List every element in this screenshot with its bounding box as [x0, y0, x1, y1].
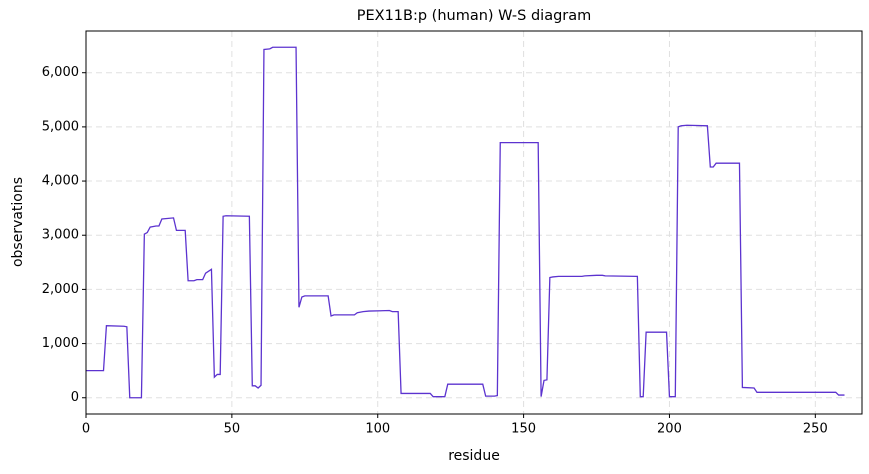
x-tick-label: 50: [224, 422, 241, 437]
y-tick-label: 1,000: [42, 336, 79, 351]
y-tick-label: 2,000: [42, 282, 79, 297]
x-axis-label: residue: [448, 448, 500, 464]
chart-title: PEX11B:p (human) W-S diagram: [357, 8, 592, 24]
data-line: [86, 46, 845, 399]
x-tick-label: 200: [657, 422, 682, 437]
x-tick-label: 100: [365, 422, 390, 437]
y-tick-label: 3,000: [42, 228, 79, 243]
y-tick-label: 4,000: [42, 174, 79, 189]
y-tick-label: 0: [71, 390, 79, 405]
plot-frame: [85, 30, 863, 415]
x-tick-label: 150: [511, 422, 536, 437]
y-tick-label: 6,000: [42, 65, 79, 80]
y-tick-label: 5,000: [42, 119, 79, 134]
x-tick-label: 0: [82, 422, 90, 437]
x-tick-label: 250: [803, 422, 828, 437]
y-axis-label: observations: [10, 177, 26, 267]
